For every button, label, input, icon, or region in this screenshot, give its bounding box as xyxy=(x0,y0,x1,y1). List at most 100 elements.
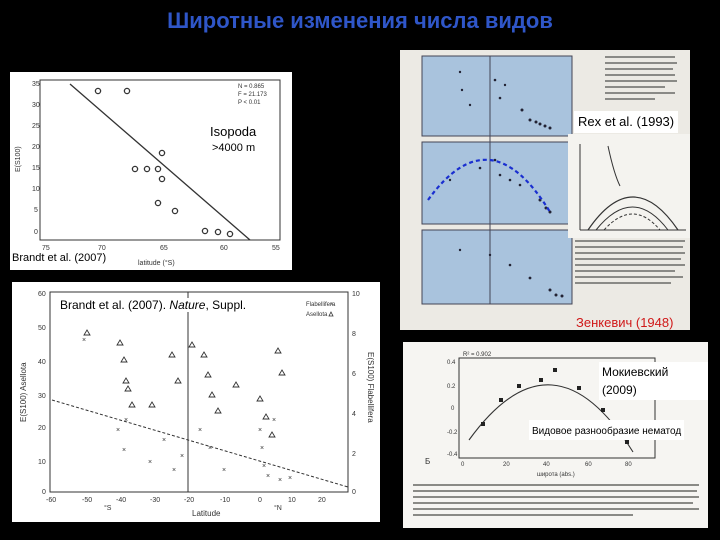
svg-text:75: 75 xyxy=(42,245,50,252)
zenkevich-inset xyxy=(568,134,690,238)
svg-text:×: × xyxy=(260,445,264,452)
svg-text:×: × xyxy=(208,445,212,452)
svg-text:20: 20 xyxy=(318,497,326,504)
svg-text:60: 60 xyxy=(38,291,46,298)
mokievsky-figure: 0.4 0.2 0 -0.2 -0.4 0 20 40 60 80 R² = 0.902 ш… xyxy=(403,342,708,528)
zenkevich-citation: Зенкевич (1948) xyxy=(576,315,674,330)
svg-text:10: 10 xyxy=(288,497,296,504)
rex-figure: Rex et al. (1993) Зенкевич (1948) xyxy=(400,50,690,330)
svg-text:0: 0 xyxy=(34,229,38,236)
isopoda-regression-line xyxy=(69,83,251,241)
svg-text:0: 0 xyxy=(258,497,262,504)
svg-text:×: × xyxy=(266,473,270,480)
svg-text:55: 55 xyxy=(272,245,280,252)
brandt-nature-citation: Brandt et al. (2007). Nature, Suppl. xyxy=(60,298,247,312)
svg-text:0: 0 xyxy=(451,406,455,412)
svg-text:4: 4 xyxy=(352,411,356,418)
svg-text:×: × xyxy=(172,467,176,474)
brandt-xlabel: Latitude xyxy=(192,509,221,518)
isopoda-ylabel: E(S100) xyxy=(15,146,22,172)
brandt-ylabel-right: E(S100) Flabellifera xyxy=(366,352,375,423)
svg-text:10: 10 xyxy=(38,459,46,466)
svg-text:60: 60 xyxy=(585,462,592,468)
svg-text:20: 20 xyxy=(503,462,510,468)
isopoda-label: Isopoda xyxy=(210,124,257,139)
svg-text:0: 0 xyxy=(352,489,356,496)
svg-text:×: × xyxy=(330,302,334,308)
rex-fit-curve xyxy=(427,158,551,213)
svg-text:-40: -40 xyxy=(116,497,126,504)
svg-text:-10: -10 xyxy=(220,497,230,504)
isopoda-axis-ticks: 35 30 25 20 15 10 5 0 75 70 65 60 55 xyxy=(32,81,280,252)
isopoda-figure: 35 30 25 20 15 10 5 0 75 70 65 60 55 N = 0.865 F… xyxy=(10,72,292,270)
svg-text:60: 60 xyxy=(220,245,228,252)
svg-text:×: × xyxy=(198,427,202,434)
svg-text:×: × xyxy=(180,453,184,460)
svg-text:2: 2 xyxy=(352,451,356,458)
brandt-ylabel-left: E(S100) Asellota xyxy=(19,362,28,422)
isopoda-scatter: 35 30 25 20 15 10 5 0 75 70 65 60 55 N = 0.865 F… xyxy=(10,72,292,270)
svg-text:×: × xyxy=(278,477,282,484)
svg-text:0.4: 0.4 xyxy=(447,360,456,366)
svg-text:-50: -50 xyxy=(82,497,92,504)
svg-text:25: 25 xyxy=(32,123,40,130)
svg-text:×: × xyxy=(116,427,120,434)
rex-citation: Rex et al. (1993) xyxy=(578,114,675,129)
mokievsky-points xyxy=(481,368,629,444)
mokievsky-panel-letter: Б xyxy=(425,457,430,466)
isopoda-depth: >4000 m xyxy=(212,142,256,154)
mokievsky-xlabel: широта (abs.) xyxy=(537,472,575,478)
svg-text:×: × xyxy=(148,459,152,466)
legend-flabellifera: Flabellifera xyxy=(306,302,336,308)
brandt-regression-line xyxy=(51,399,349,488)
svg-text:×: × xyxy=(258,427,262,434)
isopoda-points xyxy=(94,87,234,238)
brandt-hemisphere-n: °N xyxy=(274,504,282,512)
svg-text:50: 50 xyxy=(38,325,46,332)
svg-text:20: 20 xyxy=(32,144,40,151)
svg-text:×: × xyxy=(222,467,226,474)
svg-text:35: 35 xyxy=(32,81,40,88)
svg-text:0: 0 xyxy=(42,489,46,496)
mokievsky-citation: Мокиевский (2009) xyxy=(602,365,669,397)
svg-text:×: × xyxy=(272,417,276,424)
svg-text:6: 6 xyxy=(352,371,356,378)
isopoda-stat-3: P < 0.01 xyxy=(238,100,261,106)
svg-text:15: 15 xyxy=(32,165,40,172)
svg-text:70: 70 xyxy=(98,245,106,252)
svg-text:10: 10 xyxy=(352,291,360,298)
mokievsky-caption: Видовое разнообразие нематод xyxy=(532,426,682,437)
svg-text:0.2: 0.2 xyxy=(447,384,456,390)
isopoda-xlabel: latitude (°S) xyxy=(138,259,175,267)
isopoda-stat-2: F = 21.173 xyxy=(238,92,268,98)
brandt-hemisphere-s: °S xyxy=(104,504,112,512)
legend-asellota: Asellota xyxy=(306,312,328,318)
svg-text:×: × xyxy=(124,417,128,424)
svg-text:×: × xyxy=(162,437,166,444)
svg-text:-0.4: -0.4 xyxy=(447,452,458,458)
svg-text:×: × xyxy=(288,475,292,482)
mokievsky-stat: R² = 0.902 xyxy=(463,352,492,358)
svg-text:-30: -30 xyxy=(150,497,160,504)
svg-text:-60: -60 xyxy=(46,497,56,504)
svg-text:×: × xyxy=(122,447,126,454)
svg-text:5: 5 xyxy=(34,207,38,214)
svg-text:30: 30 xyxy=(32,102,40,109)
brandt-asellota-points xyxy=(83,329,286,438)
svg-text:40: 40 xyxy=(543,462,550,468)
brandt-flabellifera-points: ××× ××× ××× ××× ××× ×× × xyxy=(82,337,292,484)
svg-text:20: 20 xyxy=(38,425,46,432)
isopoda-citation: Brandt et al. (2007) xyxy=(12,252,107,264)
svg-text:-20: -20 xyxy=(184,497,194,504)
isopoda-stat-1: N = 0.865 xyxy=(238,84,265,90)
slide-title: Широтные изменения числа видов xyxy=(167,8,553,33)
svg-text:8: 8 xyxy=(352,331,356,338)
svg-text:40: 40 xyxy=(38,359,46,366)
svg-text:×: × xyxy=(262,463,266,470)
svg-text:65: 65 xyxy=(160,245,168,252)
svg-text:×: × xyxy=(82,337,86,344)
svg-text:10: 10 xyxy=(32,186,40,193)
svg-text:30: 30 xyxy=(38,393,46,400)
